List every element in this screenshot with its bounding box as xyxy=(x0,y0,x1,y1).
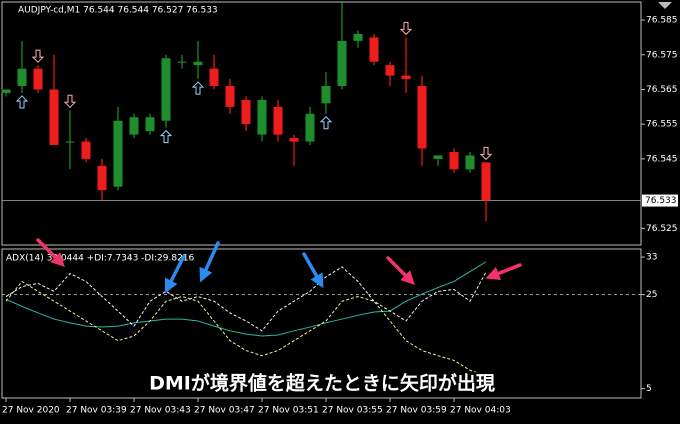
candle-body xyxy=(369,37,379,62)
candle-body xyxy=(385,65,395,76)
signal-arrow-up xyxy=(15,95,29,109)
indicator-line xyxy=(5,280,487,377)
y-tick-label: 76.585 xyxy=(646,16,678,26)
signal-arrow-up xyxy=(159,129,173,144)
signal-arrow-down xyxy=(63,94,77,109)
indicator-line xyxy=(5,266,487,332)
x-tick-label: 27 Nov 03:47 xyxy=(194,406,255,416)
y-tick-label: 76.575 xyxy=(646,50,678,60)
x-tick-label: 27 Nov 03:55 xyxy=(322,406,383,416)
candle-body xyxy=(161,58,171,121)
candle-body xyxy=(209,68,219,87)
signal-arrow-down xyxy=(399,21,413,36)
candle-body xyxy=(449,151,459,170)
y-tick-label: 5 xyxy=(646,384,652,394)
candle-body xyxy=(257,99,267,135)
candle-body xyxy=(241,99,251,125)
signal-arrow-up xyxy=(319,116,333,130)
candle-body xyxy=(81,141,91,159)
candle-body xyxy=(225,86,235,107)
x-tick-label: 27 Nov 03:43 xyxy=(130,406,191,416)
y-tick-label: 33 xyxy=(646,253,657,263)
y-tick-label: 76.565 xyxy=(646,85,678,95)
y-tick-label: 25 xyxy=(646,290,657,300)
signal-arrow-up xyxy=(191,81,205,95)
candle-body xyxy=(481,162,491,201)
indicator-line xyxy=(5,261,487,337)
x-tick-label: 27 Nov 03:39 xyxy=(66,406,127,416)
candle-body xyxy=(289,138,299,142)
candle-body xyxy=(65,141,75,143)
current-price-box xyxy=(642,194,678,207)
candle-body xyxy=(49,89,59,146)
signal-arrow-down xyxy=(479,146,493,161)
candle-body xyxy=(145,117,155,132)
x-tick-label: 27 Nov 03:59 xyxy=(386,406,447,416)
candle-body xyxy=(1,89,11,93)
price-panel xyxy=(1,1,642,246)
annotation-arrow xyxy=(164,254,186,294)
candle-body xyxy=(305,113,315,142)
candle-body xyxy=(433,155,443,159)
candle-body xyxy=(17,68,27,87)
x-tick-label: 27 Nov 03:51 xyxy=(258,406,319,416)
candle-body xyxy=(97,165,107,191)
signal-arrow-down xyxy=(31,49,45,63)
candle-body xyxy=(33,68,43,90)
candle-body xyxy=(177,61,187,63)
annotation-arrows xyxy=(36,238,522,294)
scroll-marker xyxy=(658,2,672,9)
candle-body xyxy=(321,86,331,104)
indicator-panel xyxy=(1,248,642,399)
annotation-arrow xyxy=(302,252,324,289)
current-price-label: 76.533 xyxy=(645,196,677,206)
candle-body xyxy=(337,40,347,87)
candle-body xyxy=(273,106,283,135)
y-tick-label: 76.545 xyxy=(646,154,678,164)
candle-body xyxy=(193,61,203,66)
annotation-arrow xyxy=(485,263,522,280)
chart-title: AUDJPY-cd,M1 76.544 76.544 76.527 76.533 xyxy=(18,6,218,16)
y-tick-label: 76.555 xyxy=(646,120,678,130)
candle-body xyxy=(465,155,475,170)
candle-body xyxy=(417,86,427,149)
caption: DMIが境界値を超えたときに矢印が出現 xyxy=(149,372,495,395)
x-tick-label: 27 Nov 2020 xyxy=(2,406,60,416)
candle-body xyxy=(129,117,139,135)
x-tick-label: 27 Nov 04:03 xyxy=(450,406,511,416)
indicator-title: ADX(14) 32.0444 +DI:7.7343 -DI:29.8216 xyxy=(6,254,195,264)
candle-body xyxy=(113,120,123,187)
y-tick-label: 76.525 xyxy=(646,224,678,234)
annotation-arrow xyxy=(199,241,220,283)
candle-body xyxy=(353,33,363,41)
annotation-arrow xyxy=(386,256,415,285)
annotation-arrow xyxy=(36,238,65,267)
candle-body xyxy=(401,75,411,80)
